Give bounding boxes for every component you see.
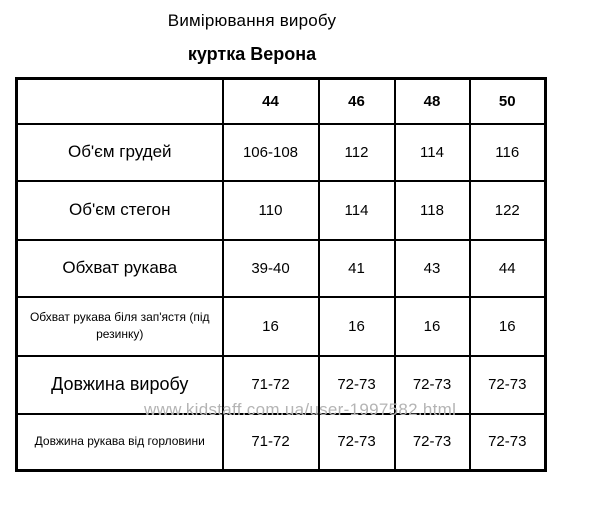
row-label: Об'єм грудей bbox=[15, 122, 224, 182]
table-row: Об'єм стегон 110 114 118 122 bbox=[15, 179, 547, 241]
value-cell: 16 bbox=[317, 295, 396, 357]
value-cell: 44 bbox=[468, 238, 547, 298]
value-cell: 110 bbox=[221, 179, 320, 241]
row-label: Обхват рукава bbox=[15, 238, 224, 298]
table-row: Обхват рукава 39-40 41 43 44 bbox=[15, 238, 547, 298]
value-cell: 39-40 bbox=[221, 238, 320, 298]
table-row: Довжина виробу 71-72 72-73 72-73 72-73 bbox=[15, 354, 547, 415]
table-row: Об'єм грудей 106-108 112 114 116 bbox=[15, 122, 547, 182]
row-label: Обхват рукава біля зап'ястя (під резинку… bbox=[15, 295, 224, 357]
value-cell: 16 bbox=[393, 295, 471, 357]
size-header-48: 48 bbox=[393, 77, 471, 125]
value-cell: 43 bbox=[393, 238, 471, 298]
measurements-table: 44 46 48 50 Об'єм грудей 106-108 112 114 116 Об'… bbox=[15, 77, 547, 472]
table-row: Довжина рукава від горловини 71-72 72-73 72… bbox=[15, 412, 547, 472]
row-label: Довжина рукава від горловини bbox=[15, 412, 224, 472]
value-cell: 72-73 bbox=[393, 412, 471, 472]
table-body: Об'єм грудей 106-108 112 114 116 Об'єм стегон… bbox=[15, 122, 547, 472]
value-cell: 106-108 bbox=[221, 122, 320, 182]
table-row: Обхват рукава біля зап'ястя (під резинку… bbox=[15, 295, 547, 357]
value-cell: 116 bbox=[468, 122, 547, 182]
row-label: Довжина виробу bbox=[15, 354, 224, 415]
value-cell: 114 bbox=[393, 122, 471, 182]
value-cell: 16 bbox=[221, 295, 320, 357]
header-row: 44 46 48 50 bbox=[15, 77, 547, 125]
size-header-44: 44 bbox=[221, 77, 320, 125]
row-label: Об'єм стегон bbox=[15, 179, 224, 241]
value-cell: 72-73 bbox=[317, 354, 396, 415]
value-cell: 72-73 bbox=[317, 412, 396, 472]
value-cell: 41 bbox=[317, 238, 396, 298]
size-header-46: 46 bbox=[317, 77, 396, 125]
value-cell: 114 bbox=[317, 179, 396, 241]
value-cell: 71-72 bbox=[221, 412, 320, 472]
value-cell: 72-73 bbox=[468, 412, 547, 472]
size-header-50: 50 bbox=[468, 77, 547, 125]
value-cell: 72-73 bbox=[468, 354, 547, 415]
value-cell: 122 bbox=[468, 179, 547, 241]
page-subtitle: куртка Верона bbox=[187, 44, 317, 64]
value-cell: 72-73 bbox=[393, 354, 471, 415]
corner-cell bbox=[15, 77, 224, 125]
value-cell: 16 bbox=[468, 295, 547, 357]
value-cell: 118 bbox=[393, 179, 471, 241]
page-title: Вимірювання виробу bbox=[167, 11, 337, 30]
value-cell: 71-72 bbox=[221, 354, 320, 415]
value-cell: 112 bbox=[317, 122, 396, 182]
